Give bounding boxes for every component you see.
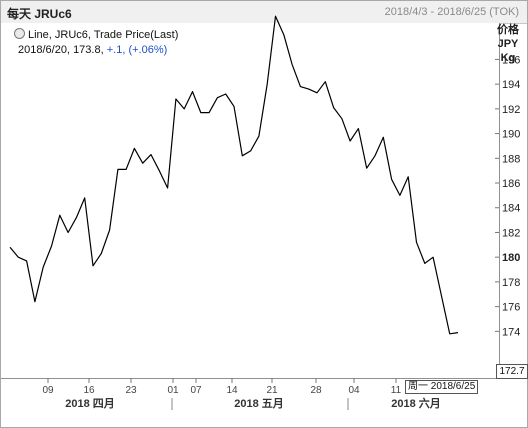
x-tick-label: 14: [226, 385, 238, 396]
price-series-line: [9, 15, 459, 335]
x-tick-label: 11: [391, 385, 402, 396]
y-tick-label: 178: [502, 277, 520, 289]
y-tick-label: 186: [502, 178, 520, 190]
unit-weight-label: Kg: [500, 52, 516, 64]
legend-change-pct: (+.06%): [128, 44, 168, 56]
last-price-badge: 172.7: [496, 364, 528, 379]
x-tick-label: 16: [83, 385, 95, 396]
y-tick-label: 192: [502, 104, 520, 116]
x-tick-label: 23: [125, 385, 137, 396]
x-tick-label: 07: [190, 385, 202, 396]
legend-series-label: Line, JRUc6, Trade Price(Last): [28, 29, 179, 41]
legend-last-date: 2018/6/20,: [18, 44, 70, 56]
y-tick-label: 182: [502, 227, 520, 239]
legend: Line, JRUc6, Trade Price(Last) 2018/6/20…: [14, 28, 178, 58]
cursor-date-tooltip: 周一 2018/6/25: [405, 380, 479, 394]
y-tick-label: 190: [502, 129, 520, 141]
month-label: 2018 六月: [391, 396, 441, 410]
x-tick-label: 21: [266, 385, 278, 396]
x-tick-label: 04: [348, 385, 360, 396]
y-tick-label: 196: [502, 54, 520, 66]
price-chart: 174 176 178 180 182 184 186 188 190 192 194 196 09 16…: [9, 15, 520, 410]
legend-last-value: 173.8,: [73, 44, 104, 56]
unit-currency-label: JPY: [497, 38, 519, 50]
y-tick-label: 180: [502, 252, 520, 264]
legend-line-2: 2018/6/20, 173.8, +.1, (+.06%): [14, 43, 178, 58]
legend-line-1: Line, JRUc6, Trade Price(Last): [14, 28, 178, 43]
y-tick-label: 176: [502, 302, 520, 314]
y-axis-unit: 价格 JPY Kg: [488, 23, 528, 65]
x-tick-label: 01: [167, 385, 179, 396]
y-tick-label: 194: [502, 79, 520, 91]
month-label: 2018 五月: [234, 397, 284, 410]
unit-price-label: 价格: [497, 24, 519, 36]
date-range: 2018/4/3 - 2018/6/25 (TOK): [384, 6, 519, 18]
plot-area[interactable]: 174 176 178 180 182 184 186 188 190 192 194 196 09 16…: [1, 15, 520, 410]
y-tick-label: 188: [502, 153, 520, 165]
x-tick-label: 28: [310, 385, 322, 396]
series-toggle-icon[interactable]: [14, 28, 25, 39]
y-tick-label: 184: [502, 203, 520, 215]
x-tick-label: 09: [42, 385, 54, 396]
chart-title: 每天 JRUc6: [7, 7, 72, 21]
month-label: 2018 四月: [65, 397, 115, 410]
legend-change: +.1,: [106, 44, 126, 56]
y-tick-label: 174: [502, 326, 520, 338]
